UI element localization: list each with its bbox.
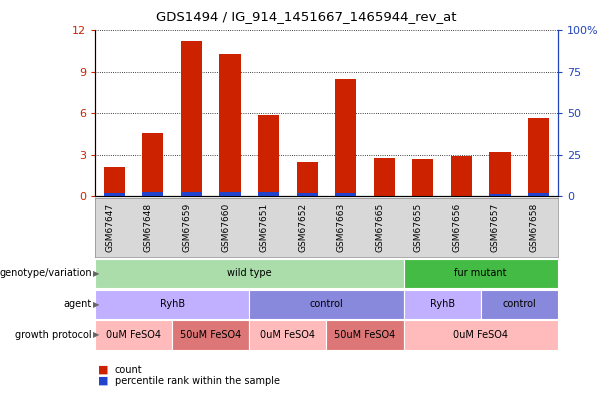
Text: GSM67656: GSM67656 <box>452 203 462 252</box>
Text: GDS1494 / IG_914_1451667_1465944_rev_at: GDS1494 / IG_914_1451667_1465944_rev_at <box>156 10 457 23</box>
Text: 0uM FeSO4: 0uM FeSO4 <box>261 330 315 340</box>
Text: 50uM FeSO4: 50uM FeSO4 <box>180 330 242 340</box>
Bar <box>412 159 433 196</box>
Text: ▶: ▶ <box>93 300 100 309</box>
Text: wild type: wild type <box>227 269 272 278</box>
Bar <box>335 193 356 196</box>
Text: ■: ■ <box>98 365 109 375</box>
Bar <box>297 193 318 196</box>
Bar <box>258 115 279 196</box>
Bar <box>104 167 125 196</box>
Bar <box>451 156 472 196</box>
Text: GSM67663: GSM67663 <box>337 203 346 252</box>
Bar <box>335 79 356 196</box>
Bar <box>489 194 511 196</box>
Text: ▶: ▶ <box>93 330 100 339</box>
Text: RyhB: RyhB <box>430 299 455 309</box>
Text: growth protocol: growth protocol <box>15 330 92 340</box>
Text: ▶: ▶ <box>93 269 100 278</box>
Text: GSM67647: GSM67647 <box>105 203 114 252</box>
Bar <box>528 117 549 196</box>
Text: control: control <box>503 299 536 309</box>
Text: GSM67659: GSM67659 <box>183 203 191 252</box>
Bar <box>528 194 549 196</box>
Bar <box>219 54 241 196</box>
Bar <box>104 193 125 196</box>
Text: RyhB: RyhB <box>159 299 185 309</box>
Text: GSM67658: GSM67658 <box>530 203 539 252</box>
Text: 50uM FeSO4: 50uM FeSO4 <box>334 330 395 340</box>
Bar <box>297 162 318 196</box>
Bar <box>181 41 202 196</box>
Text: GSM67648: GSM67648 <box>144 203 153 252</box>
Text: control: control <box>310 299 343 309</box>
Text: ■: ■ <box>98 376 109 386</box>
Text: GSM67651: GSM67651 <box>259 203 268 252</box>
Text: count: count <box>115 365 142 375</box>
Text: GSM67657: GSM67657 <box>491 203 500 252</box>
Text: GSM67655: GSM67655 <box>414 203 423 252</box>
Text: percentile rank within the sample: percentile rank within the sample <box>115 376 280 386</box>
Bar <box>219 192 241 196</box>
Bar <box>142 192 164 196</box>
Bar <box>374 158 395 196</box>
Text: GSM67665: GSM67665 <box>375 203 384 252</box>
Text: agent: agent <box>64 299 92 309</box>
Text: genotype/variation: genotype/variation <box>0 269 92 278</box>
Bar <box>142 133 164 196</box>
Text: GSM67660: GSM67660 <box>221 203 230 252</box>
Text: GSM67652: GSM67652 <box>298 203 307 252</box>
Text: 0uM FeSO4: 0uM FeSO4 <box>106 330 161 340</box>
Text: 0uM FeSO4: 0uM FeSO4 <box>453 330 508 340</box>
Bar <box>258 192 279 196</box>
Bar <box>489 152 511 196</box>
Text: fur mutant: fur mutant <box>454 269 507 278</box>
Bar <box>181 192 202 196</box>
